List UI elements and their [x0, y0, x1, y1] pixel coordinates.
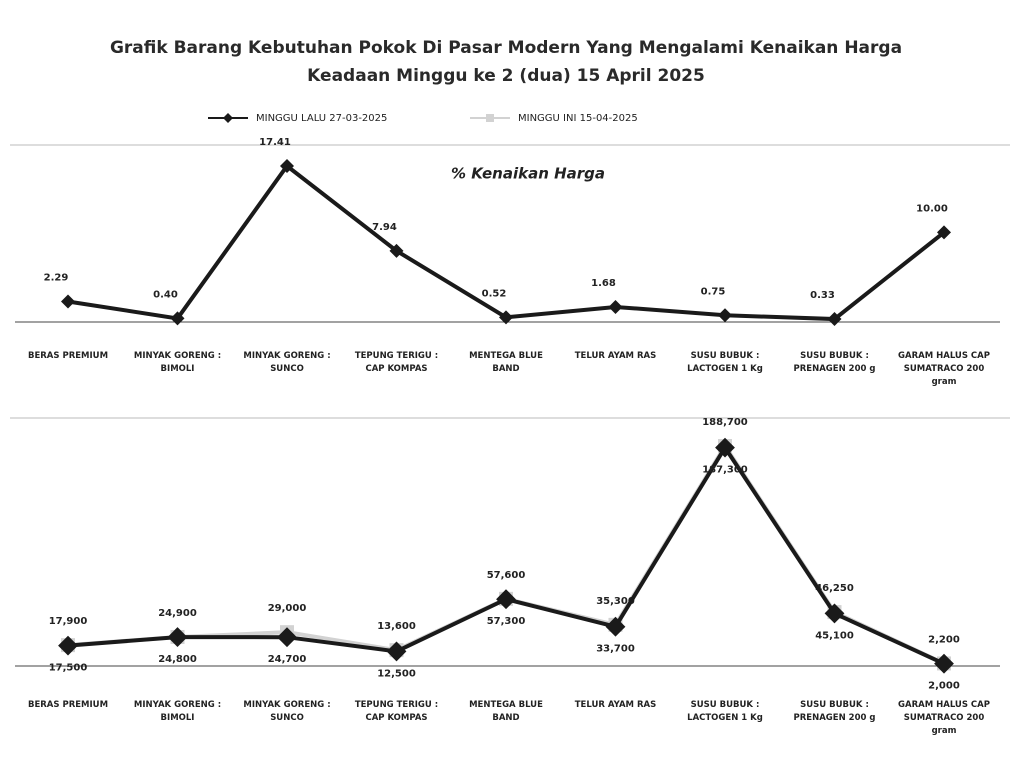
legend-label: MINGGU INI 15-04-2025 [518, 113, 638, 124]
legend-marker [223, 113, 233, 123]
x-tick-label: MINYAK GORENG : BIMOLI [134, 700, 221, 723]
data-label: 13,600 [377, 621, 416, 632]
data-label: 17,500 [49, 663, 88, 674]
x-tick-label: SUSU BUBUK : LACTOGEN 1 Kg [687, 700, 763, 723]
x-tick-label: MINYAK GORENG : SUNCO [243, 351, 330, 374]
data-label: 188,700 [702, 417, 748, 428]
data-label: 57,300 [487, 616, 526, 627]
marker [389, 243, 404, 258]
x-tick-label: SUSU BUBUK : PRENAGEN 200 g [794, 351, 876, 374]
marker [386, 641, 407, 662]
chart-title: % Kenaikan Harga [451, 165, 605, 183]
x-tick-label: MINYAK GORENG : SUNCO [243, 700, 330, 723]
x-tick-label: TEPUNG TERIGU : CAP KOMPAS [355, 351, 438, 374]
marker [499, 310, 513, 325]
legend-label: MINGGU LALU 27-03-2025 [256, 113, 387, 124]
data-label: 29,000 [268, 603, 307, 614]
data-label: 35,300 [596, 596, 635, 607]
data-label: 10.00 [916, 203, 948, 214]
marker [824, 603, 845, 624]
data-label: 45,100 [815, 630, 854, 641]
legend-marker [486, 114, 494, 122]
marker [827, 312, 842, 327]
x-tick-label: GARAM HALUS CAP SUMATRACO 200 gram [898, 700, 990, 736]
x-tick-label: SUSU BUBUK : PRENAGEN 200 g [794, 700, 876, 723]
data-label: 33,700 [596, 644, 635, 655]
x-tick-label: TELUR AYAM RAS [575, 700, 656, 710]
x-tick-label: SUSU BUBUK : LACTOGEN 1 Kg [687, 351, 763, 374]
marker [934, 653, 954, 674]
marker [608, 299, 623, 314]
marker [277, 627, 297, 648]
data-label: 24,900 [158, 608, 197, 619]
x-tick-label: GARAM HALUS CAP SUMATRACO 200 gram [898, 351, 990, 387]
data-label: 1.68 [591, 278, 616, 289]
title-line: Grafik Barang Kebutuhan Pokok Di Pasar M… [110, 38, 902, 58]
data-label: 2,000 [928, 681, 960, 692]
marker [605, 616, 626, 637]
data-label: 24,700 [268, 654, 307, 665]
data-label: 46,250 [815, 583, 854, 594]
data-label: 57,600 [487, 570, 526, 581]
x-tick-label: MENTEGA BLUE BAND [469, 700, 543, 723]
data-label: 7.94 [372, 222, 397, 233]
marker [280, 159, 294, 173]
data-label: 187,300 [702, 465, 748, 476]
marker [937, 225, 951, 240]
marker [715, 437, 735, 458]
x-tick-label: MENTEGA BLUE BAND [469, 351, 543, 374]
data-label: 2.29 [44, 272, 69, 283]
x-tick-label: BERAS PREMIUM [28, 700, 108, 710]
data-label: 24,800 [158, 654, 197, 665]
marker [496, 589, 516, 610]
data-label: 17,900 [49, 616, 88, 627]
marker [61, 294, 75, 309]
x-tick-label: MINYAK GORENG : BIMOLI [134, 351, 221, 374]
data-label: 2,200 [928, 634, 960, 645]
title-line: Keadaan Minggu ke 2 (dua) 15 April 2025 [307, 66, 705, 86]
data-label: 17.41 [259, 137, 291, 148]
x-tick-label: TEPUNG TERIGU : CAP KOMPAS [355, 700, 438, 723]
marker [170, 311, 185, 326]
data-label: 0.52 [482, 288, 507, 299]
data-label: 0.33 [810, 290, 835, 301]
data-label: 12,500 [377, 668, 416, 679]
marker [718, 308, 732, 323]
data-label: 0.40 [153, 289, 178, 300]
x-tick-label: BERAS PREMIUM [28, 351, 108, 361]
data-label: 0.75 [701, 286, 726, 297]
x-tick-label: TELUR AYAM RAS [575, 351, 656, 361]
